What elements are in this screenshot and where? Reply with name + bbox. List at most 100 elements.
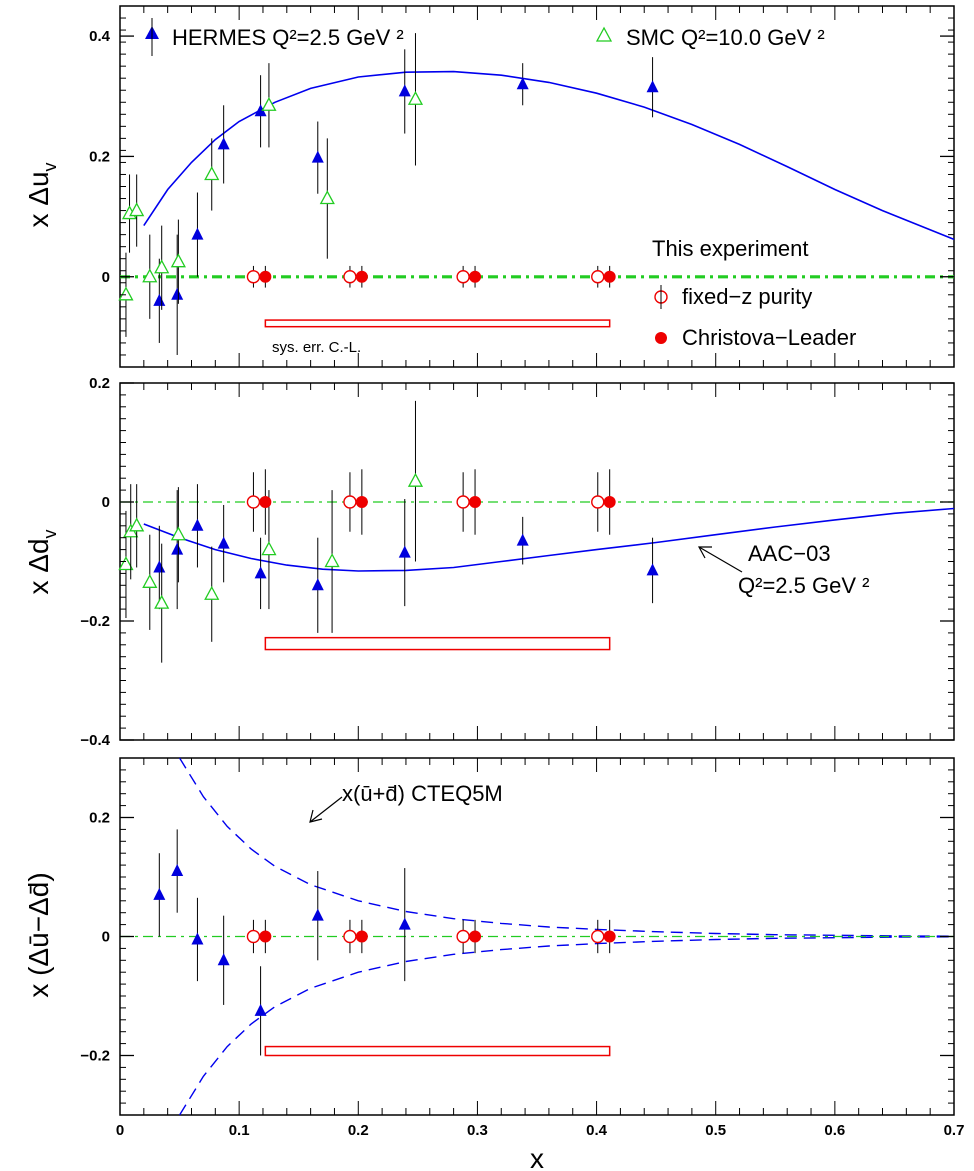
middle-hermes-point bbox=[153, 560, 166, 573]
top-sys-err-band bbox=[264, 319, 611, 328]
bottom-y-tick-label: 0 bbox=[102, 929, 110, 946]
bottom-hermes-point bbox=[171, 864, 184, 877]
legend-fixedz-label: fixed−z purity bbox=[682, 284, 812, 309]
legend-cl-label: Christova−Leader bbox=[682, 325, 856, 350]
middle-hermes-point bbox=[254, 566, 267, 579]
top-y-tick-label: 0.2 bbox=[89, 148, 110, 165]
middle-hermes-point bbox=[217, 536, 230, 549]
x-tick-label: 0.4 bbox=[586, 1122, 608, 1139]
middle-smc-point bbox=[154, 594, 170, 609]
bottom-y-tick-label: 0.2 bbox=[89, 810, 110, 827]
top-christova-leader-point bbox=[355, 270, 368, 283]
middle-smc-point bbox=[324, 553, 340, 568]
x-tick-label: 0.5 bbox=[705, 1122, 726, 1139]
middle-smc-point bbox=[118, 556, 134, 571]
bottom-curve-cteq5m-lower bbox=[179, 936, 955, 1116]
top-hermes-point bbox=[171, 287, 184, 300]
top-christova-leader-point bbox=[259, 270, 272, 283]
top-hermes-point bbox=[646, 80, 659, 93]
bottom-hermes-point bbox=[398, 917, 411, 930]
middle-smc-point bbox=[142, 573, 158, 588]
middle-y-tick-label: 0 bbox=[102, 494, 110, 511]
top-hermes-point bbox=[516, 77, 529, 90]
middle-hermes-point bbox=[516, 533, 529, 546]
legend-cl-marker bbox=[655, 332, 667, 344]
top-smc-point bbox=[407, 90, 424, 105]
top-smc-point bbox=[154, 259, 170, 274]
middle-smc-point bbox=[170, 526, 186, 541]
middle-fixedz-point bbox=[343, 495, 357, 509]
middle-smc-point bbox=[204, 585, 220, 600]
top-curve-aac-03 bbox=[143, 70, 955, 241]
bottom-y-tick-label: −0.2 bbox=[80, 1048, 110, 1065]
legend-title: This experiment bbox=[652, 236, 809, 261]
middle-curve-aac-03 bbox=[143, 507, 955, 572]
middle-christova-leader-point bbox=[469, 496, 482, 508]
top-smc-point bbox=[118, 286, 134, 301]
middle-christova-leader-point bbox=[603, 496, 616, 508]
bottom-fixedz-point bbox=[343, 929, 357, 944]
top-smc-point bbox=[204, 166, 220, 181]
aac03-label-line2: Q²=2.5 GeV ² bbox=[738, 573, 869, 598]
aac03-arrow bbox=[698, 546, 743, 573]
cteq5m-arrowhead bbox=[309, 809, 323, 823]
top-hermes-point bbox=[398, 84, 411, 97]
top-y-tick-label: 0.4 bbox=[89, 28, 111, 45]
middle-hermes-point bbox=[191, 518, 204, 531]
top-hermes-point bbox=[254, 104, 267, 117]
top-fixedz-point bbox=[246, 270, 261, 284]
bottom-fixedz-point bbox=[591, 929, 605, 944]
top-ylabel: x Δuv bbox=[23, 162, 60, 227]
top-christova-leader-point bbox=[603, 270, 616, 283]
aac03-label-line1: AAC−03 bbox=[748, 541, 831, 566]
bottom-curve-cteq5m-upper bbox=[179, 757, 955, 937]
top-hermes-point bbox=[153, 293, 166, 306]
middle-smc-point bbox=[407, 472, 424, 487]
middle-sys-err-band bbox=[264, 636, 611, 651]
middle-y-tick-label: −0.4 bbox=[80, 732, 110, 749]
top-hermes-point bbox=[311, 150, 324, 163]
top-fixedz-point bbox=[456, 270, 470, 284]
top-fixedz-point bbox=[591, 270, 605, 284]
x-tick-label: 0.2 bbox=[348, 1122, 369, 1139]
cteq5m-arrow bbox=[309, 796, 343, 823]
bottom-christova-leader-point bbox=[355, 930, 368, 943]
middle-hermes-point bbox=[398, 545, 411, 558]
bottom-ylabel: x (Δū−Δd̄) bbox=[23, 872, 54, 997]
x-tick-label: 0.7 bbox=[944, 1122, 965, 1139]
bottom-hermes-point bbox=[254, 1003, 267, 1016]
top-hermes-point bbox=[217, 137, 230, 150]
bottom-christova-leader-point bbox=[259, 930, 272, 943]
bottom-hermes-point bbox=[217, 953, 230, 966]
middle-christova-leader-point bbox=[259, 496, 272, 508]
top-hermes-point bbox=[191, 227, 204, 240]
legend: HERMES Q²=2.5 GeV ² SMC Q²=10.0 GeV ² Th… bbox=[145, 18, 856, 350]
top-smc-point bbox=[129, 202, 145, 217]
middle-y-tick-label: −0.2 bbox=[80, 613, 110, 630]
top-fixedz-point bbox=[343, 270, 357, 284]
middle-ylabel: x Δdv bbox=[23, 529, 60, 594]
legend-smc-label: SMC Q²=10.0 GeV ² bbox=[626, 25, 825, 50]
middle-smc-point bbox=[129, 517, 145, 532]
middle-hermes-point bbox=[646, 563, 659, 576]
top-smc-point bbox=[170, 253, 186, 268]
x-tick-label: 0 bbox=[116, 1122, 124, 1139]
bottom-hermes-point bbox=[153, 887, 166, 900]
top-smc-point bbox=[319, 190, 335, 205]
bottom-hermes-point bbox=[311, 908, 324, 921]
x-tick-label: 0.6 bbox=[824, 1122, 845, 1139]
middle-y-tick-label: 0.2 bbox=[89, 375, 110, 392]
sys-err-label: sys. err. C.-L. bbox=[272, 339, 361, 356]
bottom-christova-leader-point bbox=[603, 930, 616, 943]
aac03-arrowhead bbox=[697, 546, 712, 559]
middle-fixedz-point bbox=[246, 495, 261, 509]
middle-christova-leader-point bbox=[355, 496, 368, 508]
bottom-sys-err-band bbox=[264, 1045, 611, 1057]
x-axis-label: x bbox=[530, 1143, 544, 1171]
legend-hermes-label: HERMES Q²=2.5 GeV ² bbox=[172, 25, 404, 50]
bottom-christova-leader-point bbox=[469, 930, 482, 943]
bottom-fixedz-point bbox=[246, 929, 261, 944]
top-christova-leader-point bbox=[469, 270, 482, 283]
top-smc-point bbox=[142, 268, 158, 283]
